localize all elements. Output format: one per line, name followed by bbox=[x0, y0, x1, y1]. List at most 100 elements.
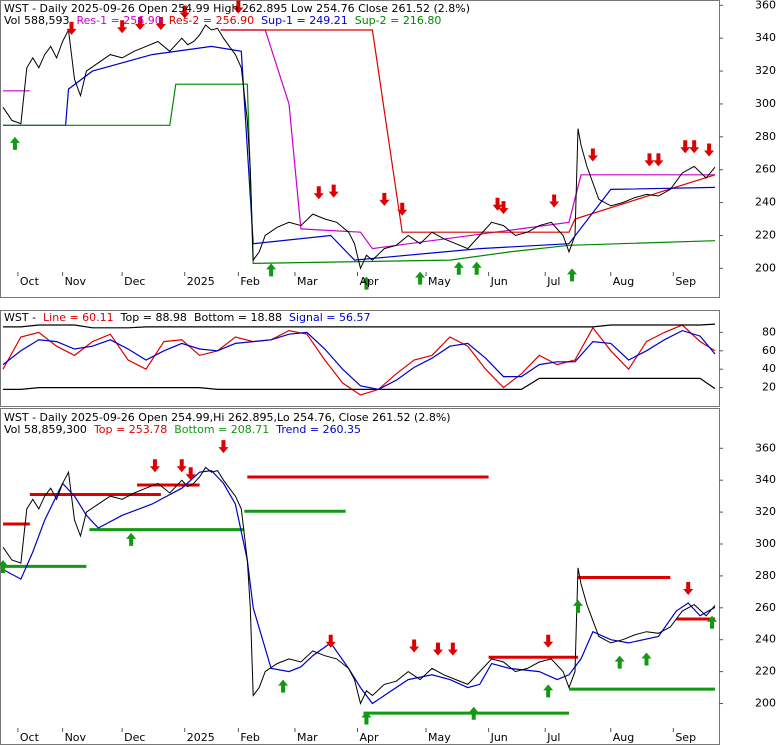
volume-label: Vol 588,593 bbox=[4, 14, 69, 27]
legend-entry: Res-2 = 256.90 bbox=[169, 14, 254, 27]
x-tick-label: Apr bbox=[360, 731, 380, 744]
sell-arrow bbox=[409, 639, 420, 653]
y-tick-label: 320 bbox=[755, 64, 776, 77]
indicator-line bbox=[2, 324, 716, 396]
sell-arrow bbox=[653, 153, 664, 167]
x-tick-label: Mar bbox=[297, 731, 318, 744]
indicator-line bbox=[220, 29, 716, 233]
legend-entry: Bottom = 208.71 bbox=[174, 423, 269, 436]
buy-arrow bbox=[278, 679, 289, 693]
y-tick-label: 240 bbox=[755, 633, 776, 646]
y-tick-label: 220 bbox=[755, 228, 776, 241]
buy-arrow bbox=[614, 655, 625, 669]
x-tick-label: Sep bbox=[675, 731, 696, 744]
x-tick-label: Apr bbox=[360, 275, 380, 288]
panel-frame bbox=[0, 310, 720, 407]
buy-arrow bbox=[361, 711, 372, 725]
indicator-line bbox=[3, 377, 716, 390]
buy-arrow bbox=[567, 268, 578, 282]
panel-frame bbox=[0, 0, 720, 298]
sell-arrow bbox=[185, 467, 196, 481]
y-tick-label: 260 bbox=[755, 163, 776, 176]
y-tick-label: 300 bbox=[755, 97, 776, 110]
sell-arrow bbox=[492, 197, 503, 211]
y-tick-label: 320 bbox=[755, 505, 776, 518]
x-tick-label: Jul bbox=[546, 731, 560, 744]
sell-arrow bbox=[149, 459, 160, 473]
legend-entry: Top = 253.78 bbox=[93, 423, 167, 436]
legend-entry: Signal = 56.57 bbox=[289, 311, 371, 324]
x-tick-label: May bbox=[428, 731, 451, 744]
sell-arrow bbox=[328, 184, 339, 198]
legend-entry: Trend = 260.35 bbox=[275, 423, 361, 436]
sell-arrow bbox=[179, 5, 190, 19]
y-tick-label: 220 bbox=[755, 665, 776, 678]
buy-arrow bbox=[471, 261, 482, 275]
legend-entry: Bottom = 18.88 bbox=[194, 311, 282, 324]
buy-arrow bbox=[361, 276, 372, 290]
price-line bbox=[2, 24, 716, 270]
y-tick-label: 340 bbox=[755, 31, 776, 44]
y-tick-label: 360 bbox=[755, 0, 776, 11]
y-tick-label: 280 bbox=[755, 569, 776, 582]
x-tick-label: Sep bbox=[675, 275, 696, 288]
y-tick-label: 280 bbox=[755, 130, 776, 143]
sell-arrow bbox=[155, 16, 166, 30]
legend-entry: Top = 88.98 bbox=[120, 311, 187, 324]
sell-arrow bbox=[66, 21, 77, 35]
volume-label: Vol 58,859,300 bbox=[4, 423, 87, 436]
x-tick-label: 2025 bbox=[187, 275, 215, 288]
price-line bbox=[2, 466, 716, 705]
buy-arrow bbox=[9, 136, 20, 150]
sell-arrow bbox=[233, 0, 244, 14]
x-tick-label: Dec bbox=[124, 731, 145, 744]
x-tick-label: 2025 bbox=[187, 731, 215, 744]
sell-arrow bbox=[549, 194, 560, 208]
x-tick-label: Aug bbox=[613, 731, 634, 744]
sell-arrow bbox=[432, 642, 443, 656]
legend-entry: Res-1 = 256.90 bbox=[76, 14, 161, 27]
x-tick-label: Feb bbox=[240, 275, 259, 288]
buy-arrow bbox=[468, 706, 479, 720]
sell-arrow bbox=[135, 16, 146, 30]
sell-arrow bbox=[447, 642, 458, 656]
x-tick-label: Nov bbox=[65, 731, 87, 744]
sell-arrow bbox=[683, 582, 694, 596]
x-tick-label: Dec bbox=[124, 275, 145, 288]
sell-arrow bbox=[689, 140, 700, 154]
y-tick-label: 60 bbox=[762, 344, 776, 357]
x-tick-label: Mar bbox=[297, 275, 318, 288]
indicator-line bbox=[2, 329, 716, 391]
sell-arrow bbox=[176, 459, 187, 473]
x-tick-label: Jul bbox=[546, 275, 560, 288]
y-tick-label: 240 bbox=[755, 196, 776, 209]
y-tick-label: 200 bbox=[755, 261, 776, 274]
x-tick-label: Oct bbox=[20, 731, 40, 744]
buy-arrow bbox=[453, 261, 464, 275]
x-tick-label: Nov bbox=[65, 275, 87, 288]
chart-title: WST - Daily 2025-09-26 Open 254.99 High … bbox=[4, 2, 470, 15]
legend-entry: Sup-2 = 216.80 bbox=[355, 14, 442, 27]
legend-entry: Line = 60.11 bbox=[43, 311, 114, 324]
sell-arrow bbox=[498, 201, 509, 215]
buy-arrow bbox=[641, 652, 652, 666]
buy-arrow bbox=[0, 559, 8, 573]
x-tick-label: May bbox=[428, 275, 451, 288]
indicator-line bbox=[3, 323, 716, 329]
buy-arrow bbox=[707, 615, 718, 629]
buy-arrow bbox=[572, 599, 583, 613]
sell-arrow bbox=[543, 634, 554, 648]
y-tick-label: 300 bbox=[755, 537, 776, 550]
indicator-line bbox=[2, 469, 716, 705]
buy-arrow bbox=[415, 271, 426, 285]
legend-entry: Sup-1 = 249.21 bbox=[261, 14, 348, 27]
sell-arrow bbox=[680, 140, 691, 154]
y-tick-label: 260 bbox=[755, 601, 776, 614]
y-tick-label: 200 bbox=[755, 697, 776, 710]
x-tick-label: Feb bbox=[240, 731, 259, 744]
buy-arrow bbox=[126, 532, 137, 546]
sell-arrow bbox=[325, 634, 336, 648]
sell-arrow bbox=[379, 192, 390, 206]
